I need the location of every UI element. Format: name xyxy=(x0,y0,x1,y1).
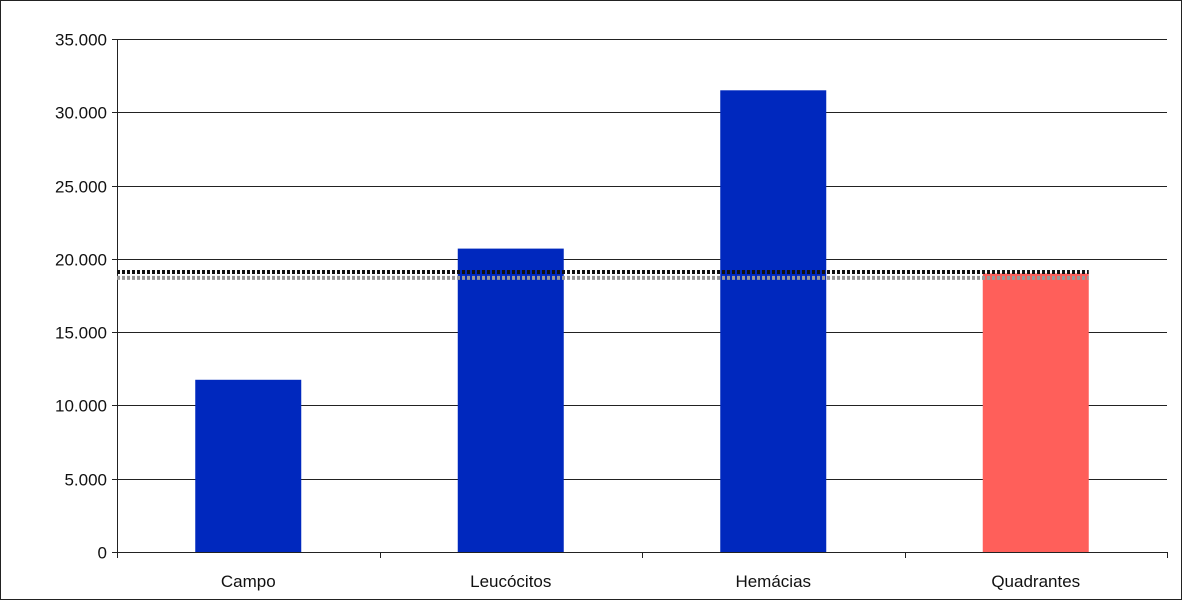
y-tick-label: 15.000 xyxy=(55,324,107,343)
y-tick-label: 5.000 xyxy=(64,471,107,490)
reference-lines xyxy=(117,270,1089,280)
bar-quadrantes xyxy=(982,273,1089,552)
y-tick-label: 35.000 xyxy=(55,31,107,50)
x-category-label: Leucócitos xyxy=(470,572,551,591)
bars xyxy=(195,90,1089,553)
bar-campo xyxy=(195,379,302,552)
bar-leucócitos xyxy=(457,248,564,552)
bar-hemácias xyxy=(720,90,827,553)
y-tick-label: 20.000 xyxy=(55,251,107,270)
x-category-label: Campo xyxy=(221,572,276,591)
x-category-label: Hemácias xyxy=(735,572,811,591)
y-tick-labels: 0 5.000 10.000 15.000 20.000 25.000 30.000 35.0… xyxy=(55,31,107,563)
y-tick-label: 30.000 xyxy=(55,104,107,123)
y-tick-label: 0 xyxy=(98,544,107,563)
y-tick-label: 25.000 xyxy=(55,178,107,197)
y-tick-label: 10.000 xyxy=(55,397,107,416)
axes xyxy=(117,39,1168,558)
x-category-label: Quadrantes xyxy=(991,572,1080,591)
x-category-labels: Campo Leucócitos Hemácias Quadrantes xyxy=(221,572,1080,591)
